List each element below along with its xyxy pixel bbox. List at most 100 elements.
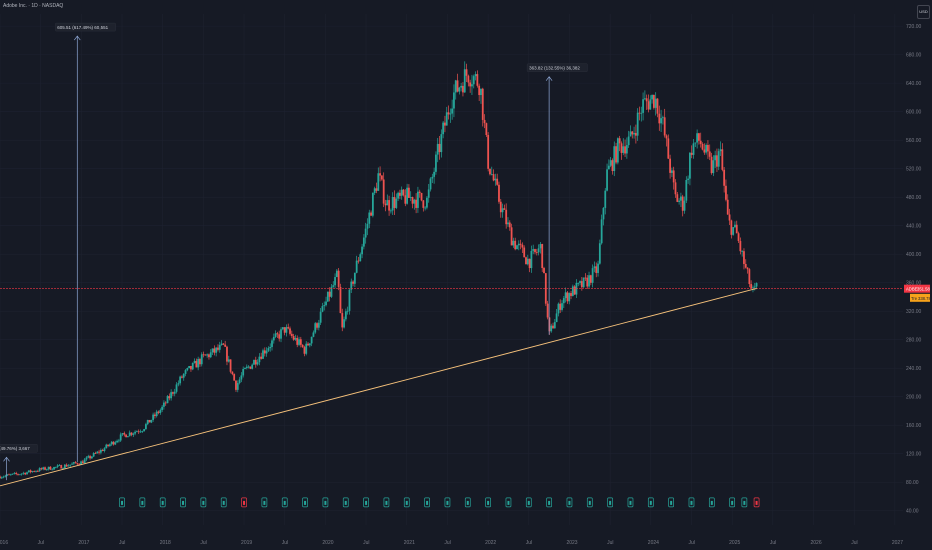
- candle-body: [20, 473, 23, 475]
- candle-body: [501, 208, 504, 213]
- candle-body: [609, 160, 612, 166]
- time-tick-label: 2018: [160, 540, 171, 546]
- candle-body: [552, 325, 554, 329]
- candle-body: [69, 464, 72, 466]
- grid-lines: [0, 14, 903, 525]
- earnings-marker[interactable]: [159, 497, 166, 508]
- earnings-marker[interactable]: [241, 497, 247, 508]
- candle-body: [672, 170, 675, 183]
- earnings-marker[interactable]: [139, 497, 146, 508]
- earnings-marker[interactable]: [180, 497, 186, 508]
- price-tick-label: 240.00: [906, 366, 922, 372]
- earnings-marker[interactable]: [119, 497, 125, 508]
- candle-body: [321, 306, 324, 312]
- candle-body: [458, 87, 461, 92]
- earnings-marker[interactable]: [464, 497, 471, 508]
- candle-body: [485, 123, 488, 136]
- time-axis[interactable]: 2016 Jul 2017 Jul 2018 Jul 2019 Jul 2020 Jul 2021 J…: [0, 540, 903, 546]
- earnings-marker[interactable]: [627, 497, 634, 508]
- price-tick-label: 80.00: [906, 480, 919, 486]
- earnings-marker[interactable]: [505, 497, 512, 508]
- earnings-marker[interactable]: [424, 497, 430, 508]
- earnings-marker[interactable]: [546, 497, 552, 508]
- earnings-marker[interactable]: [444, 497, 451, 508]
- earnings-marker[interactable]: [708, 497, 715, 508]
- candle-body: [220, 343, 223, 345]
- candle-body: [299, 339, 302, 345]
- earnings-marker[interactable]: [383, 497, 390, 508]
- candle-body: [537, 248, 540, 253]
- measure-label: 605.51 (617.49%) 60,551: [57, 25, 108, 30]
- candle-body: [96, 451, 99, 454]
- candle-body: [667, 138, 670, 159]
- candle-body: [13, 472, 16, 474]
- candle-body: [409, 197, 412, 198]
- earnings-marker[interactable]: [261, 497, 268, 508]
- earnings-marker-glyph: [588, 500, 591, 505]
- candle-body: [516, 245, 518, 250]
- candle-body: [54, 466, 57, 468]
- price-tick-label: 320.00: [906, 309, 922, 315]
- candle-body: [272, 336, 275, 341]
- candle-body: [200, 354, 203, 365]
- candle-body: [53, 467, 55, 470]
- earnings-marker[interactable]: [342, 497, 349, 508]
- candle-body: [645, 98, 648, 102]
- earnings-marker[interactable]: [741, 497, 748, 508]
- candle-body: [173, 391, 176, 394]
- earnings-marker[interactable]: [688, 497, 695, 508]
- earnings-marker[interactable]: [485, 497, 491, 508]
- candle-body: [226, 346, 228, 362]
- earnings-marker[interactable]: [281, 497, 288, 508]
- candle-body: [31, 471, 34, 473]
- candle-body: [629, 131, 632, 137]
- earnings-marker[interactable]: [322, 497, 329, 508]
- candle-body: [454, 80, 457, 93]
- earnings-markers[interactable]: [119, 497, 760, 508]
- candle-body: [231, 371, 234, 375]
- earnings-marker[interactable]: [525, 497, 532, 508]
- candle-body: [146, 419, 149, 425]
- candle-body: [674, 182, 677, 195]
- earnings-marker[interactable]: [729, 497, 736, 508]
- earnings-marker[interactable]: [647, 497, 654, 508]
- earnings-marker[interactable]: [566, 497, 573, 508]
- price-tick-label: 160.00: [906, 423, 922, 429]
- candle-body: [197, 359, 200, 368]
- drawing-overlays[interactable]: 36.67 (49.76%) 3,667 605.51 (617.49%) 60,…: [0, 22, 903, 487]
- earnings-marker[interactable]: [586, 497, 593, 508]
- earnings-marker[interactable]: [403, 497, 410, 508]
- candle-body: [546, 303, 549, 318]
- price-axis[interactable]: 40.00 80.00 120.00 160.00 200.00 240.00 280.00…: [904, 24, 931, 515]
- candle-body: [732, 227, 735, 235]
- earnings-marker[interactable]: [607, 497, 613, 508]
- candle-body: [633, 133, 635, 135]
- candle-body: [209, 352, 212, 358]
- candle-body: [420, 192, 423, 201]
- candle-body: [213, 348, 216, 353]
- candle-body: [494, 178, 497, 181]
- candle-body: [750, 284, 753, 289]
- candle-body: [680, 196, 682, 201]
- earnings-marker[interactable]: [200, 497, 207, 508]
- trendline[interactable]: [0, 287, 757, 487]
- candle-body: [65, 464, 68, 467]
- candle-body: [251, 364, 254, 369]
- chart-title: Adobe Inc. · 1D · NASDAQ: [3, 3, 64, 9]
- candle-body: [148, 419, 151, 423]
- candle-body: [417, 191, 419, 208]
- currency-button[interactable]: USD: [917, 5, 930, 19]
- candle-body: [371, 192, 374, 216]
- candle-body: [708, 151, 711, 157]
- earnings-marker[interactable]: [753, 497, 760, 508]
- candle-body: [337, 270, 340, 287]
- earnings-marker[interactable]: [363, 497, 369, 508]
- earnings-marker[interactable]: [668, 497, 674, 508]
- candle-body: [154, 414, 156, 417]
- candle-body: [496, 178, 499, 185]
- candle-body: [627, 136, 630, 146]
- candle-body: [249, 366, 252, 369]
- earnings-marker[interactable]: [302, 497, 308, 508]
- earnings-marker[interactable]: [220, 497, 227, 508]
